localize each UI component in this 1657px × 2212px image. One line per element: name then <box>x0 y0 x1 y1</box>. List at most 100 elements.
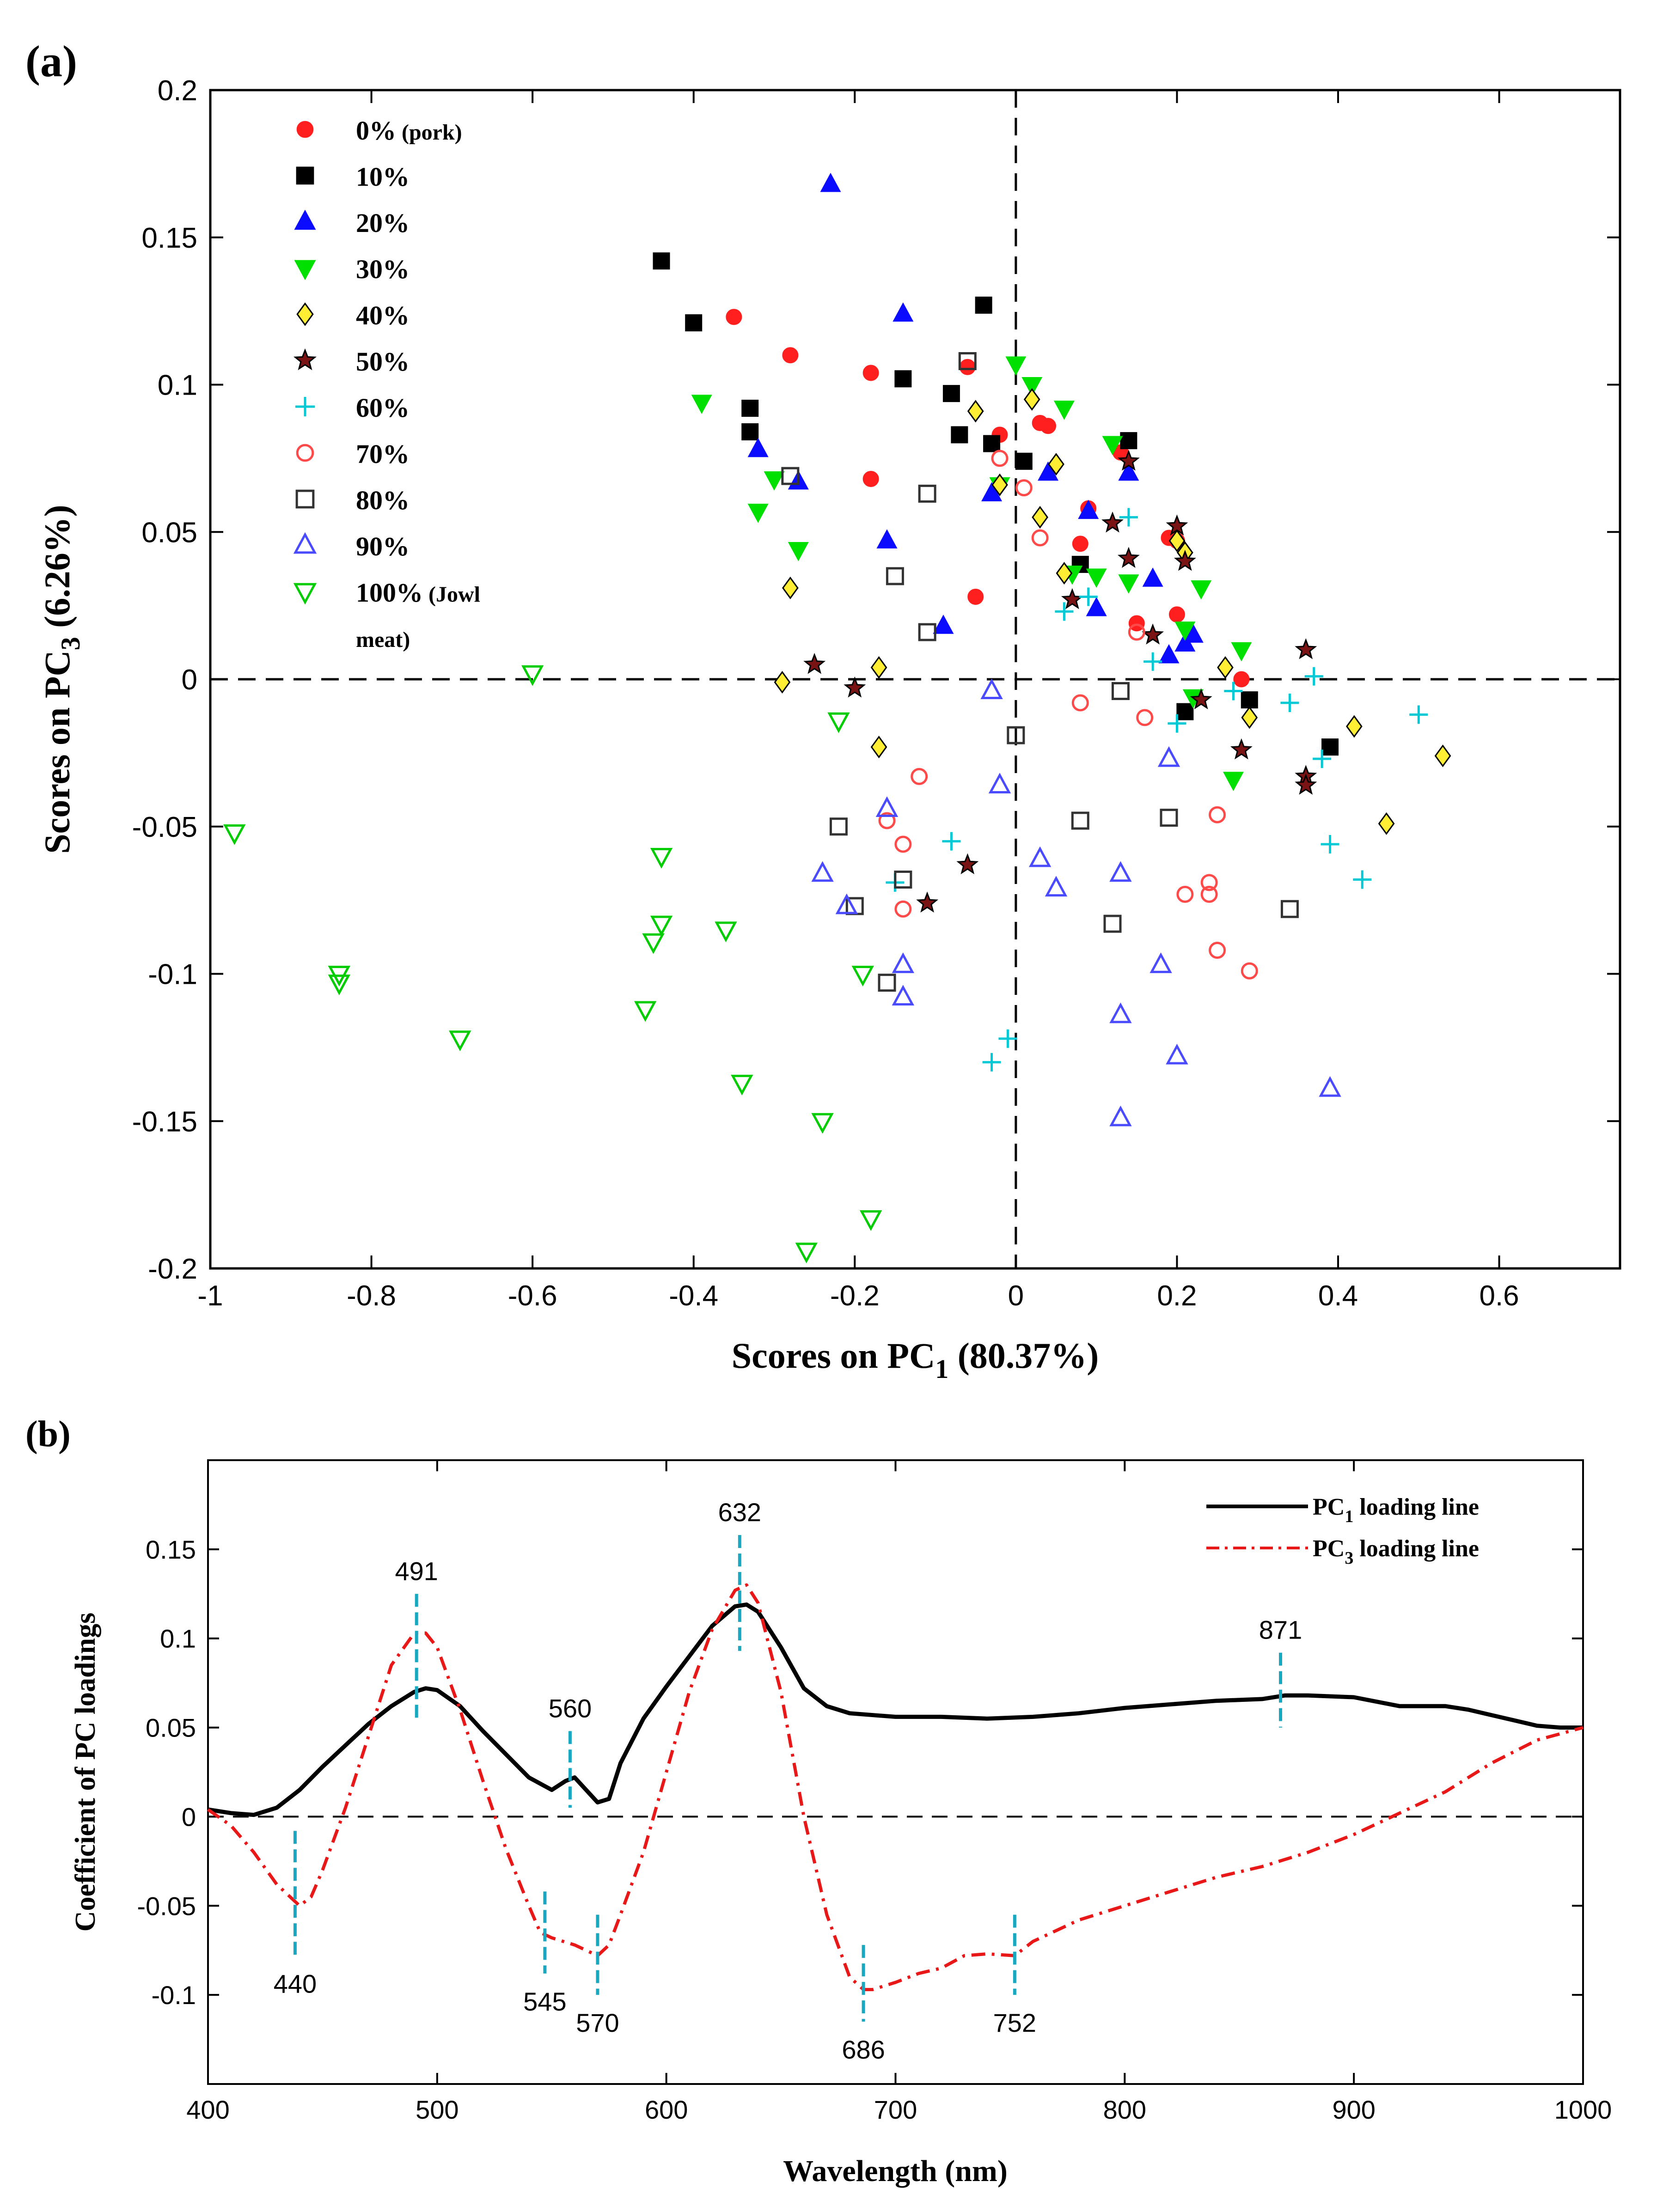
legend-marker-9 <box>293 532 317 554</box>
legend-b-label-sub: 1 <box>1345 1507 1353 1526</box>
scatter-point-series-5 <box>1190 688 1212 709</box>
scatter-point-series-7 <box>894 900 912 918</box>
plot-a-y-tick-label: 0.15 <box>141 222 197 254</box>
plot-b-x-label: Wavelength (nm) <box>783 2154 1008 2188</box>
scatter-point-series-1 <box>983 435 1001 452</box>
scatter-point-series-6 <box>1055 602 1074 621</box>
legend-marker-5 <box>293 348 317 371</box>
loading-line-pc1 <box>208 1602 1583 1817</box>
plot-a-x-tick-label: -1 <box>197 1280 223 1312</box>
scatter-point-series-2 <box>893 302 914 322</box>
scatter-point-series-3 <box>1005 356 1027 376</box>
scatter-point-series-7 <box>991 450 1009 467</box>
scatter-point-series-5 <box>1230 738 1253 760</box>
plot-a-ticks: -1 -0.8 -0.6 -0.4 -0.2 0 0.2 0.4 0.6 0.2 0.15 0.1 0.… <box>132 75 1620 1312</box>
legend-b-label-sub: 3 <box>1345 1548 1353 1568</box>
scatter-point-series-4 <box>1056 561 1073 585</box>
scatter-point-series-4 <box>774 670 791 694</box>
plot-a-y-tick-label: 0 <box>182 664 197 696</box>
scatter-point-series-7 <box>1015 479 1033 497</box>
peak-label-440: 440 <box>274 1969 317 1998</box>
scatter-point-series-9 <box>1109 1105 1132 1127</box>
scatter-point-series-8 <box>1160 809 1178 827</box>
legend-marker-3 <box>294 260 316 280</box>
scatter-point-series-7 <box>1136 709 1154 726</box>
scatter-point-series-9 <box>1166 1043 1188 1065</box>
scatter-point-series-5 <box>803 652 826 674</box>
plot-a-x-label-main: Scores on PC <box>732 1335 936 1376</box>
scatter-point-series-3 <box>788 542 809 561</box>
scatter-point-series-4 <box>870 736 887 759</box>
scatter-point-series-4 <box>1241 706 1258 729</box>
plot-a-y-tick-label: -0.2 <box>148 1253 197 1285</box>
scatter-point-series-4 <box>1023 388 1040 411</box>
scatter-point-series-9 <box>1157 746 1180 767</box>
scatter-point-series-3 <box>1118 574 1139 594</box>
plot-b-peak-markers: 491 560 632 871 440 545 570 686 752 <box>274 1498 1302 2064</box>
scatter-point-series-6 <box>1119 508 1138 527</box>
scatter-point-series-10 <box>521 665 544 686</box>
scatter-point-series-6 <box>1168 714 1186 733</box>
legend-label-line2-10: meat) <box>356 628 410 652</box>
scatter-point-series-4 <box>782 576 799 599</box>
scatter-point-series-3 <box>691 395 712 414</box>
scatter-point-series-7 <box>894 835 912 853</box>
scatter-point-series-2 <box>1086 597 1107 616</box>
scatter-point-series-4 <box>1168 529 1186 552</box>
plot-a-y-label-tail: (6.26%) <box>37 505 77 637</box>
scatter-point-series-5 <box>1166 514 1188 536</box>
peak-label-686: 686 <box>842 2035 885 2064</box>
scatter-plot-a: -1 -0.8 -0.6 -0.4 -0.2 0 0.2 0.4 0.6 0.2 0.15 0.1 0.… <box>37 75 1621 1384</box>
scatter-point-series-0 <box>1072 536 1088 552</box>
peak-label-560: 560 <box>549 1694 592 1723</box>
peak-label-570: 570 <box>576 2008 619 2037</box>
scatter-point-series-1 <box>894 370 912 388</box>
scatter-point-series-5 <box>956 853 979 874</box>
panel-b-label: (b) <box>25 1414 71 1455</box>
plot-a-y-tick-label: 0.05 <box>141 517 197 548</box>
plot-b-x-tick-label: 800 <box>1103 2095 1146 2124</box>
scatter-point-series-0 <box>959 359 976 375</box>
legend-label-extra: (Jowl <box>423 582 480 607</box>
legend-label-1: 10% <box>356 162 410 192</box>
scatter-point-series-7 <box>1128 623 1145 641</box>
plot-a-y-tick-label: -0.1 <box>148 959 197 991</box>
scatter-point-series-2 <box>1158 644 1180 664</box>
plot-b-y-tick-label: 0.15 <box>146 1535 196 1564</box>
scatter-point-series-6 <box>1304 667 1323 686</box>
scatter-point-series-8 <box>878 974 896 992</box>
scatter-point-series-4 <box>1032 506 1048 529</box>
scatter-point-series-0 <box>862 471 879 487</box>
scatter-point-series-2 <box>1142 567 1163 587</box>
scatter-point-series-5 <box>1101 511 1124 533</box>
scatter-point-series-9 <box>875 796 899 817</box>
plot-a-x-tick-label: -0.4 <box>669 1280 718 1312</box>
plot-a-y-tick-label: 0.1 <box>158 370 197 402</box>
scatter-point-series-0 <box>862 365 879 381</box>
scatter-point-series-7 <box>878 812 896 829</box>
scatter-point-series-3 <box>1086 568 1107 588</box>
legend-marker-7 <box>296 444 314 462</box>
plot-a-x-tick-label: -0.6 <box>508 1280 557 1312</box>
scatter-point-series-6 <box>1353 870 1372 889</box>
scatter-point-series-3 <box>747 504 769 523</box>
peak-label-752: 752 <box>993 2008 1036 2037</box>
scatter-point-series-1 <box>975 296 992 314</box>
scatter-point-series-8 <box>886 567 904 585</box>
scatter-point-series-4 <box>1217 656 1234 679</box>
scatter-point-series-3 <box>1021 377 1043 396</box>
scatter-point-series-3 <box>1223 772 1244 791</box>
scatter-point-series-10 <box>223 824 246 845</box>
scatter-point-series-3 <box>764 471 785 491</box>
scatter-point-series-3 <box>1053 401 1075 420</box>
plot-a-x-tick-label: 0.2 <box>1157 1280 1197 1312</box>
legend-label-7: 70% <box>356 439 410 469</box>
legend-label-8: 80% <box>356 485 410 515</box>
scatter-point-series-9 <box>1045 876 1068 897</box>
scatter-point-series-4 <box>1378 812 1395 835</box>
scatter-point-series-7 <box>1071 694 1089 712</box>
scatter-point-series-3 <box>1102 436 1123 456</box>
plot-b-lines <box>207 1583 1584 1992</box>
scatter-point-series-10 <box>795 1243 818 1264</box>
legend-label-extra: (pork) <box>396 120 462 145</box>
